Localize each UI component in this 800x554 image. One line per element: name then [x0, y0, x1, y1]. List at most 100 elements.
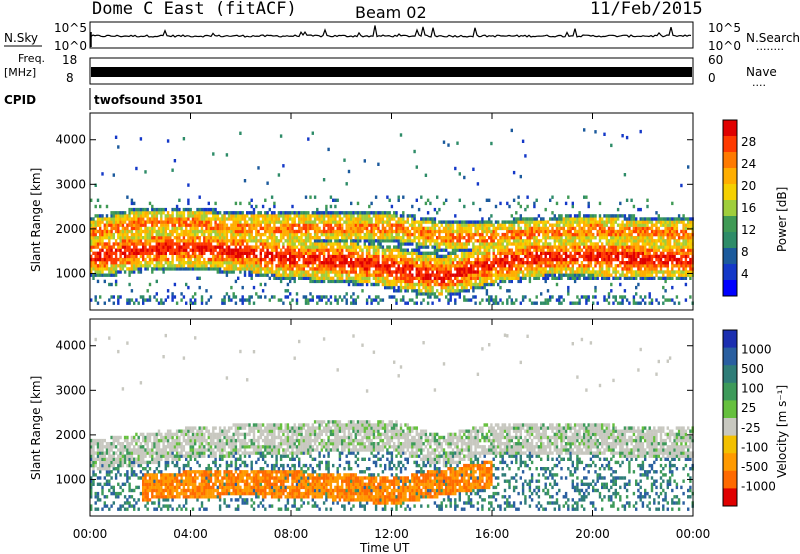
power-cell	[610, 245, 613, 249]
power-cell	[352, 229, 355, 234]
power-cell	[481, 298, 484, 302]
power-cell	[386, 232, 389, 237]
power-cell	[187, 198, 190, 202]
power-cell	[341, 245, 344, 249]
power-cell	[166, 248, 170, 252]
power-cell	[250, 276, 253, 280]
power-cell	[270, 220, 274, 224]
power-cell	[607, 251, 611, 255]
power-cell	[221, 298, 224, 302]
power-cell	[506, 289, 509, 293]
power-cell	[390, 232, 394, 237]
power-cell	[469, 276, 473, 280]
power-cell	[440, 254, 443, 259]
power-cell	[320, 298, 323, 302]
power-cell	[431, 226, 434, 231]
power-cell	[196, 236, 199, 240]
power-cell	[169, 232, 172, 237]
power-cell	[413, 236, 416, 240]
power-cell	[381, 279, 385, 284]
power-cell	[560, 301, 563, 305]
power-cell	[372, 211, 376, 215]
power-cell	[589, 229, 593, 234]
power-cell	[415, 257, 418, 262]
power-cell	[311, 276, 314, 280]
power-cell	[142, 214, 145, 218]
power-cell	[126, 254, 129, 259]
power-cell	[332, 267, 335, 271]
power-cell	[630, 214, 633, 218]
power-cell	[356, 211, 360, 215]
power-cell	[185, 239, 188, 243]
power-cell	[474, 285, 477, 290]
power-cell	[365, 301, 369, 305]
power-cell	[300, 214, 303, 218]
power-cell	[293, 276, 296, 280]
power-cell	[345, 254, 348, 259]
power-cell	[327, 211, 330, 215]
power-cell	[576, 245, 579, 249]
power-cell	[494, 295, 498, 299]
power-cell	[483, 264, 486, 268]
power-cell	[476, 245, 480, 249]
power-cell	[148, 236, 152, 240]
power-cell	[381, 273, 385, 277]
power-cell	[327, 273, 330, 277]
power-cell	[558, 245, 561, 249]
power-cell	[413, 217, 416, 221]
power-cell	[343, 279, 346, 284]
power-cell	[112, 223, 115, 227]
power-cell	[551, 229, 554, 234]
power-cell	[302, 220, 305, 224]
power-cell	[363, 273, 366, 277]
power-cell	[279, 134, 283, 138]
power-cell	[587, 257, 590, 262]
power-cell	[180, 257, 183, 262]
power-cell	[327, 232, 330, 237]
power-cell	[112, 251, 115, 255]
power-cell	[293, 236, 296, 240]
power-cell	[454, 251, 457, 255]
power-cell	[266, 220, 269, 224]
power-cell	[270, 195, 274, 199]
power-cell	[544, 239, 547, 243]
power-cell	[365, 236, 369, 240]
power-cell	[313, 229, 317, 234]
power-cell	[433, 229, 437, 234]
power-cell	[519, 229, 522, 234]
power-cell	[490, 264, 493, 268]
power-cell	[377, 251, 380, 255]
power-cell	[248, 295, 251, 299]
power-cell	[368, 220, 371, 224]
power-cell	[128, 207, 131, 212]
power-cell	[411, 248, 414, 252]
power-cell	[605, 254, 608, 259]
power-cell	[558, 236, 561, 240]
power-cell	[148, 239, 152, 243]
power-cell	[264, 214, 267, 218]
power-cell	[555, 282, 559, 287]
power-cell	[433, 292, 437, 296]
power-cell	[332, 245, 335, 249]
power-cell	[232, 257, 235, 262]
power-cell	[515, 217, 518, 221]
power-cell	[630, 276, 633, 280]
power-cell	[185, 229, 188, 234]
power-cell	[363, 270, 366, 274]
power-cell	[216, 211, 219, 215]
power-cell	[139, 214, 143, 218]
power-cell	[381, 223, 385, 227]
power-cell	[546, 251, 550, 255]
power-cell	[549, 223, 552, 227]
power-cell	[488, 245, 491, 249]
power-cell	[445, 270, 448, 274]
power-cell	[592, 254, 595, 259]
power-cell	[497, 223, 500, 227]
power-cell	[359, 264, 362, 268]
power-cell	[408, 298, 412, 302]
power-cell	[515, 236, 518, 240]
power-cell	[137, 251, 140, 255]
power-cell	[365, 248, 369, 252]
power-cell	[451, 273, 455, 277]
power-cell	[214, 267, 217, 271]
